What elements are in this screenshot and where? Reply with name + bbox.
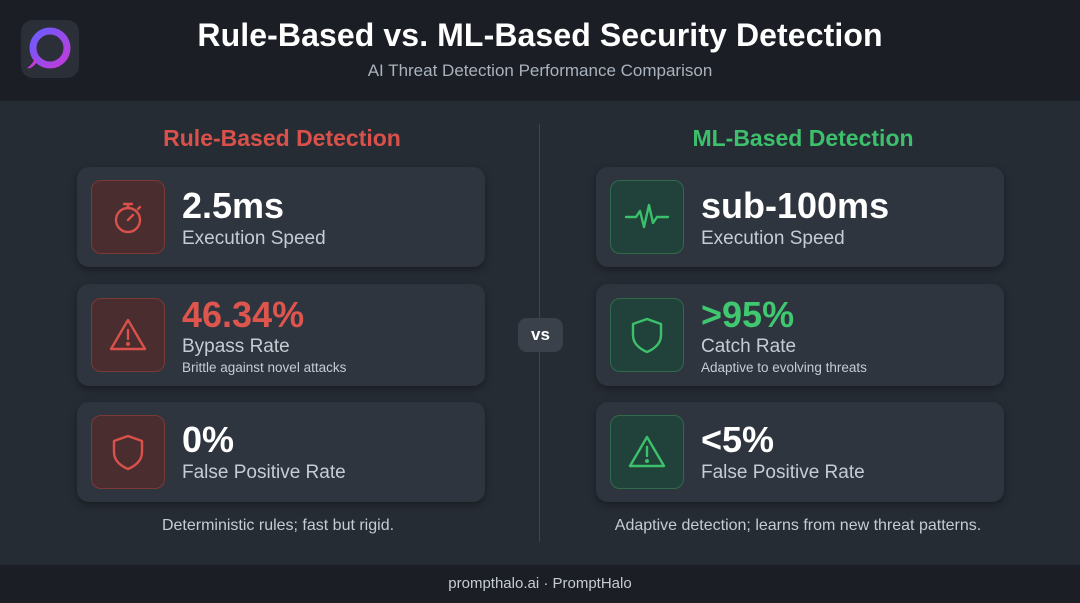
metric-label: Bypass Rate <box>182 336 290 357</box>
rule-bypass-card: 46.34% Bypass Rate Brittle against novel… <box>77 284 485 386</box>
metric-value: >95% <box>701 294 795 335</box>
metric-note: Adaptive to evolving threats <box>701 360 867 375</box>
warning-triangle-icon <box>91 298 165 372</box>
ml-false-positive-card: <5% False Positive Rate <box>596 402 1004 502</box>
metric-label: Catch Rate <box>701 336 797 357</box>
metric-label: False Positive Rate <box>701 462 865 483</box>
ring-logo-icon <box>21 20 79 78</box>
footer-text: prompthalo.ai · PromptHalo <box>448 575 632 592</box>
warning-triangle-icon <box>610 415 684 489</box>
metric-label: False Positive Rate <box>182 462 346 483</box>
footer-bar <box>0 565 1080 603</box>
ml-speed-card: sub-100ms Execution Speed <box>596 167 1004 267</box>
metric-value: 2.5ms <box>182 185 285 226</box>
vs-badge: vs <box>518 318 563 352</box>
rule-based-caption: Deterministic rules; fast but rigid. <box>161 517 395 534</box>
metric-label: Execution Speed <box>701 228 845 249</box>
shield-icon <box>610 298 684 372</box>
header-bar <box>0 0 1080 101</box>
page-title: Rule-Based vs. ML-Based Security Detecti… <box>197 17 883 53</box>
ml-catch-rate-card: >95% Catch Rate Adaptive to evolving thr… <box>596 284 1004 386</box>
metric-label: Execution Speed <box>182 228 326 249</box>
metric-value: 0% <box>182 419 235 460</box>
metric-value: sub-100ms <box>701 185 890 226</box>
ml-based-caption: Adaptive detection; learns from new thre… <box>614 517 982 534</box>
heartbeat-pulse-icon <box>610 180 684 254</box>
metric-value: <5% <box>701 419 775 460</box>
ml-based-heading: ML-Based Detection <box>692 125 914 151</box>
metric-note: Brittle against novel attacks <box>182 360 347 375</box>
metric-value: 46.34% <box>182 294 305 335</box>
rule-based-heading: Rule-Based Detection <box>163 125 401 151</box>
page-subtitle: AI Threat Detection Performance Comparis… <box>367 61 713 80</box>
rule-speed-card: 2.5ms Execution Speed <box>77 167 485 267</box>
rule-false-positive-card: 0% False Positive Rate <box>77 402 485 502</box>
shield-icon <box>91 415 165 489</box>
stopwatch-icon <box>91 180 165 254</box>
